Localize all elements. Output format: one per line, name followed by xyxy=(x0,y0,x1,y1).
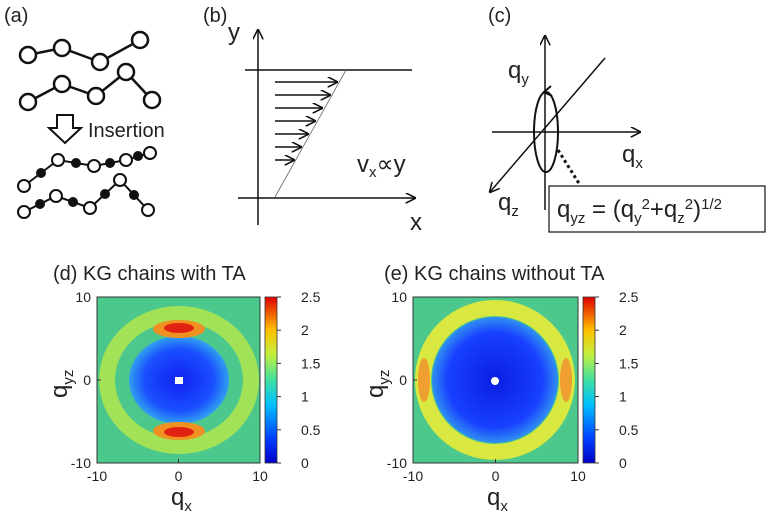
axis-label: qx xyxy=(622,141,643,172)
y-tick-label: -10 xyxy=(71,455,91,471)
insertion-text: Insertion xyxy=(88,120,165,142)
y-axis-label: qyz xyxy=(46,370,77,398)
y-tick-label: 10 xyxy=(391,289,407,305)
x-axis-label-sub: x xyxy=(184,498,192,515)
panel-title: (d) KG chains with TA xyxy=(53,263,246,285)
panel-title: (e) KG chains without TA xyxy=(384,263,605,285)
colorbar-tick-label: 1.5 xyxy=(301,355,321,371)
x-tick-label: -10 xyxy=(403,468,423,484)
colorbar-tick-label: 1 xyxy=(301,389,309,405)
x-tick-label: 0 xyxy=(492,468,500,484)
heatmap-d xyxy=(97,297,260,463)
chains-before xyxy=(18,30,162,112)
colorbar xyxy=(582,296,596,464)
y-axis-label-main: q xyxy=(362,385,389,398)
colorbar-tick-label: 2.5 xyxy=(619,289,639,305)
insertion-arrow xyxy=(46,114,84,145)
formula: qyz = (qy2+qz2)1/2 xyxy=(557,196,722,227)
y-axis-label-sub: yz xyxy=(60,370,77,385)
axis-label: qy xyxy=(508,57,529,88)
x-axis-label-sub: x xyxy=(500,498,508,515)
x-tick-label: -10 xyxy=(87,468,107,484)
y-tick-label: 10 xyxy=(75,289,91,305)
colorbar-tick-label: 0.5 xyxy=(301,422,321,438)
formula-box xyxy=(548,185,766,233)
heatmap-e xyxy=(413,297,578,463)
x-axis-label-main: q xyxy=(487,484,500,511)
shear-diagram xyxy=(238,30,415,225)
colorbar-tick-label: 2 xyxy=(301,322,309,338)
panel-label: (b) xyxy=(203,5,227,27)
colorbar-tick-label: 2 xyxy=(619,322,627,338)
y-axis-label-sub: yz xyxy=(376,370,393,385)
colorbar-tick-label: 1.5 xyxy=(619,355,639,371)
y-tick-label: 0 xyxy=(83,372,91,388)
x-axis-label: qx xyxy=(487,484,508,515)
x-tick-label: 10 xyxy=(252,468,268,484)
axis-label: y xyxy=(228,19,240,46)
x-axis-label: qx xyxy=(171,484,192,515)
axis-label: x xyxy=(410,209,422,236)
relation: vx∝y xyxy=(357,151,406,181)
y-axis-label-main: q xyxy=(46,385,73,398)
y-tick-label: 0 xyxy=(399,372,407,388)
x-tick-label: 0 xyxy=(175,468,183,484)
colorbar-tick-label: 1 xyxy=(619,389,627,405)
panel-label: (a) xyxy=(4,5,28,27)
q-axes xyxy=(490,36,640,210)
colorbar-tick-label: 2.5 xyxy=(301,289,321,305)
colorbar-tick-label: 0 xyxy=(619,455,627,471)
colorbar xyxy=(264,296,278,464)
chains-after xyxy=(17,146,157,219)
colorbar-tick-label: 0.5 xyxy=(619,422,639,438)
x-tick-label: 10 xyxy=(570,468,586,484)
panel-label: (c) xyxy=(488,5,511,27)
axis-label: qz xyxy=(498,189,519,220)
colorbar-tick-label: 0 xyxy=(301,455,309,471)
x-axis-label-main: q xyxy=(171,484,184,511)
y-axis-label: qyz xyxy=(362,370,393,398)
y-tick-label: -10 xyxy=(387,455,407,471)
